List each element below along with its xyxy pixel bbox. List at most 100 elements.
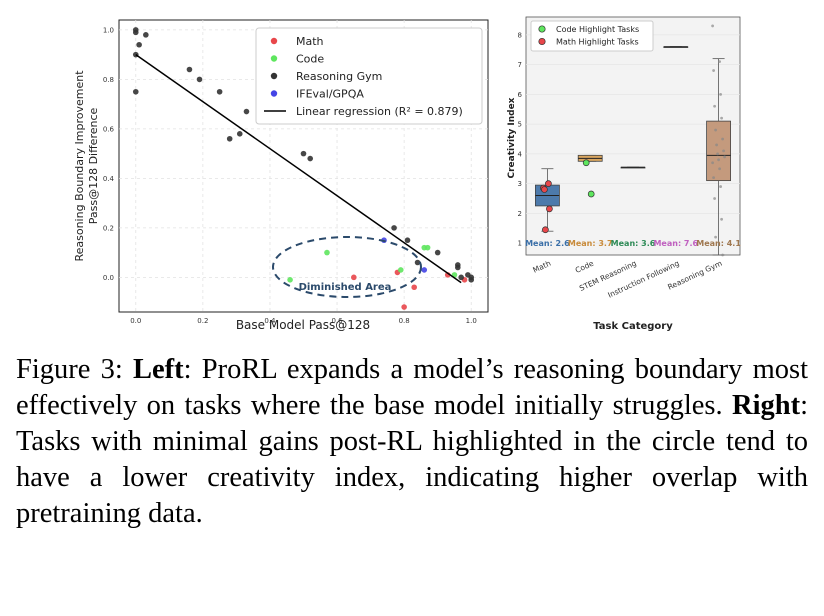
legend-marker	[270, 72, 278, 80]
legend-marker	[270, 90, 278, 97]
data-point	[712, 69, 715, 72]
legend-marker	[538, 25, 546, 33]
x-tick-label: 0.0	[130, 317, 141, 325]
data-point-reasoning-gym	[136, 41, 142, 48]
boxes	[535, 24, 731, 257]
data-point-ifeval-gpqa	[421, 267, 428, 273]
mean-label: Mean: 4.1	[696, 239, 741, 248]
legend-label: Linear regression (R² = 0.879)	[296, 105, 463, 118]
y-tick-labels: 1 2 3 4 5 6 7 8	[518, 31, 523, 247]
data-point-reasoning-gym	[243, 108, 250, 115]
diminished-area-ellipse	[272, 236, 422, 298]
y-axis-label-line2: Pass@128 Difference	[87, 107, 100, 224]
y-tick-label: 0.2	[103, 224, 114, 232]
legend-label: Math	[296, 35, 324, 48]
data-point-reasoning-gym	[216, 88, 223, 95]
data-point-math	[411, 284, 418, 291]
data-point	[720, 116, 723, 120]
mean-label: Mean: 7.6	[653, 239, 698, 248]
legend-label: Code	[296, 53, 324, 66]
y-tick-label: 2	[518, 210, 522, 218]
x-tick-labels: 0.0 0.2 0.4 0.6 0.8 1.0	[130, 317, 477, 325]
box	[706, 120, 731, 182]
data-point	[719, 185, 722, 188]
data-point-reasoning-gym	[226, 135, 233, 142]
data-point-reasoning-gym	[300, 150, 307, 157]
x-tick-label: 0.2	[197, 317, 208, 325]
data-point	[713, 197, 716, 200]
highlight-point	[582, 159, 590, 167]
data-point-code	[324, 249, 330, 256]
data-point	[719, 92, 722, 96]
highlight-point	[587, 190, 595, 198]
figure-3: 0.0 0.2 0.4 0.6 0.8 1.0 0.0 0.2 0.4 0.6 0.8 1.0 Di…	[73, 16, 741, 332]
data-point-reasoning-gym	[236, 131, 243, 137]
legend-box	[530, 20, 654, 52]
y-tick-label: 3	[518, 180, 522, 188]
y-tick-label: 4	[518, 150, 523, 158]
x-axis-label: Task Category	[593, 321, 673, 332]
x-tick-label: Math	[531, 259, 552, 275]
legend-box	[255, 27, 483, 125]
data-point-reasoning-gym	[391, 225, 397, 231]
y-tick-label: 8	[518, 31, 522, 39]
data-point-reasoning-gym	[186, 66, 193, 73]
plot-area	[525, 16, 741, 256]
legend-label: Reasoning Gym	[296, 70, 382, 83]
highlight-point	[542, 226, 549, 234]
mean-label: Mean: 3.7	[568, 239, 613, 248]
diminished-area-label: Diminished Area	[299, 282, 392, 293]
y-axis-label-line1: Reasoning Boundary Improvement	[73, 70, 86, 262]
data-point	[712, 176, 715, 180]
y-tick-label: 0.8	[103, 76, 114, 84]
data-point-reasoning-gym	[132, 88, 139, 95]
x-tick-label: 0.8	[399, 317, 410, 325]
y-tick-label: 7	[518, 61, 522, 69]
y-tick-label: 0.0	[103, 274, 114, 282]
y-axis-label: Creativity Index	[507, 97, 517, 178]
y-tick-label: 6	[518, 91, 523, 99]
data-point	[713, 104, 716, 108]
data-point-reasoning-gym	[307, 155, 314, 162]
data-point	[718, 167, 721, 171]
data-point-reasoning-gym	[196, 76, 203, 83]
data-point-code	[397, 267, 404, 273]
data-point-reasoning-gym	[404, 237, 411, 244]
scatter-chart: 0.0 0.2 0.4 0.6 0.8 1.0 0.0 0.2 0.4 0.6 0.8 1.0 Di…	[73, 19, 489, 332]
x-tick-label: 0.6	[331, 317, 343, 325]
data-point	[721, 137, 724, 141]
x-tick-label: 0.4	[264, 317, 276, 325]
data-point-reasoning-gym	[455, 264, 461, 271]
caption-left-text: : ProRL expands a model’s reasoning boun…	[16, 354, 808, 421]
figure-caption: Figure 3: Left: ProRL expands a model’s …	[16, 352, 808, 532]
legend-marker	[270, 37, 278, 45]
data-point-math	[401, 304, 407, 310]
data-point	[714, 128, 717, 132]
legend-label: Math Highlight Tasks	[556, 38, 639, 47]
highlight-point	[541, 186, 548, 193]
data-point	[721, 253, 724, 257]
data-point	[717, 158, 720, 162]
data-point-reasoning-gym	[132, 29, 139, 36]
caption-right-text: : Tasks with minimal gains post-RL highl…	[16, 390, 808, 529]
y-tick-label: 5	[518, 121, 522, 129]
data-point	[711, 24, 714, 28]
legend-marker	[538, 37, 546, 46]
mean-label: Mean: 2.6	[525, 239, 570, 248]
caption-right-head: Right	[731, 390, 801, 421]
data-point-reasoning-gym	[414, 259, 421, 266]
data-point	[716, 152, 719, 156]
data-point-reasoning-gym	[458, 274, 464, 281]
legend-marker	[270, 55, 278, 62]
x-tick-label: Instruction Following	[606, 259, 680, 300]
x-tick-label: Code	[574, 258, 596, 274]
data-point	[723, 155, 726, 159]
legend-label: Code Highlight Tasks	[556, 25, 639, 34]
highlight-point	[546, 205, 553, 213]
data-point	[718, 60, 721, 64]
legend: Math Code Reasoning Gym IFEval/GPQA Linear r…	[255, 27, 483, 125]
mean-label: Mean: 3.6	[611, 239, 656, 248]
legend-label: IFEval/GPQA	[296, 88, 364, 101]
